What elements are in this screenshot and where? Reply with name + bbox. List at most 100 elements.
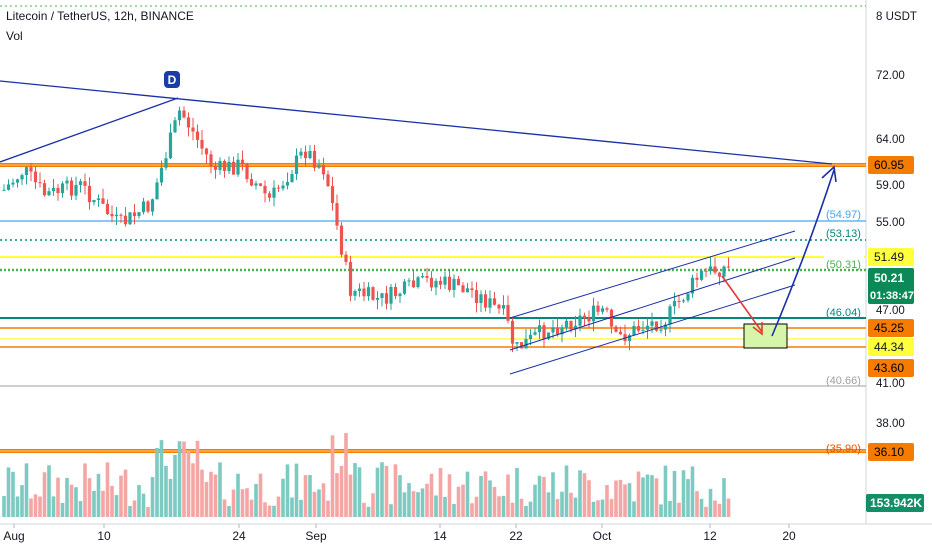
volume-bar: [299, 499, 303, 517]
volume-bar: [654, 478, 659, 517]
price-tick-label: 72.00: [876, 70, 905, 82]
volume-badge[interactable]: [866, 494, 924, 512]
candle-body: [564, 320, 569, 328]
candle-body: [492, 298, 497, 305]
channel-middle[interactable]: [509, 257, 796, 351]
volume-bar: [168, 478, 173, 517]
arrow-down-head: [752, 322, 763, 336]
volume-bar: [276, 496, 281, 517]
candle-body: [677, 300, 681, 302]
level-badge[interactable]: [868, 359, 914, 377]
volume-bar: [285, 464, 290, 517]
level-badge[interactable]: [868, 248, 914, 266]
candle-body: [375, 297, 380, 300]
time-tick-label: 10: [97, 529, 111, 543]
volume-bar: [240, 489, 245, 517]
volume-bar: [128, 506, 132, 517]
candle-body: [362, 288, 366, 297]
candle-body: [407, 280, 411, 282]
volume-bar: [258, 473, 263, 517]
candle-body: [447, 276, 452, 290]
annotation-marker[interactable]: [164, 71, 180, 88]
candle-body: [209, 154, 213, 166]
candle-body: [537, 325, 542, 333]
volume-bar: [231, 489, 236, 517]
candle-body: [456, 278, 461, 286]
volume-bar: [42, 472, 47, 517]
candle-body: [164, 158, 168, 168]
target-zone-box[interactable]: [743, 323, 788, 349]
price-tick-label: 55.00: [876, 217, 905, 229]
trendline-resistance[interactable]: [0, 80, 833, 165]
candle-body: [51, 187, 56, 192]
candle-body: [227, 161, 231, 171]
candle-body: [384, 293, 389, 304]
candle-body: [258, 183, 263, 186]
level-label: (54.97): [826, 209, 861, 221]
candle-body: [663, 324, 668, 330]
volume-bar: [465, 471, 470, 517]
candle-body: [303, 151, 308, 159]
candle-body: [20, 175, 24, 180]
level-badge[interactable]: [868, 156, 914, 174]
volume-bar: [150, 477, 155, 517]
candle-body: [24, 167, 29, 176]
volume-bar: [573, 497, 578, 517]
volume-bar: [681, 470, 686, 517]
volume-bar: [470, 503, 474, 517]
volume-bar: [708, 488, 713, 517]
candle-body: [411, 280, 416, 288]
candle-body: [443, 276, 447, 285]
level-label: (50.31): [826, 259, 861, 271]
volume-bar: [407, 483, 411, 517]
candle-body: [213, 165, 218, 170]
volume-bar: [699, 498, 704, 517]
volume-bar: [119, 475, 123, 517]
channel-upper[interactable]: [509, 230, 796, 319]
candle-body: [177, 110, 182, 121]
last-price-badge[interactable]: [868, 268, 914, 304]
candle-body: [717, 272, 722, 277]
volume-bar: [218, 462, 222, 517]
volume-bar: [600, 499, 605, 517]
candle-body: [380, 293, 384, 298]
candle-body: [470, 288, 474, 291]
candle-body: [488, 298, 492, 308]
candle-body: [146, 201, 150, 212]
candle-body: [267, 193, 272, 198]
candle-body: [47, 191, 51, 196]
candle-body: [137, 212, 141, 217]
volume-bar: [357, 467, 362, 517]
trendline-rise[interactable]: [0, 97, 179, 163]
volume-bar: [645, 474, 650, 517]
level-badge-label: 45.25: [874, 321, 904, 335]
time-tick-label: 12: [703, 529, 717, 543]
candle-body: [236, 159, 240, 175]
channel-lower[interactable]: [509, 284, 796, 375]
level-badge[interactable]: [868, 338, 914, 356]
candle-body: [636, 325, 641, 331]
volume-bar: [173, 454, 177, 517]
level-badge[interactable]: [868, 443, 914, 461]
volume-bar: [2, 496, 6, 517]
level-badge-label: 51.49: [874, 250, 904, 264]
volume-bar: [438, 468, 443, 517]
volume-bar: [582, 473, 587, 517]
level-badge-label: 44.34: [874, 340, 904, 354]
candle-body: [708, 266, 713, 272]
candle-body: [573, 325, 578, 330]
candle-body: [641, 329, 645, 331]
candle-body: [551, 327, 555, 333]
volume-bar: [695, 491, 699, 517]
candle-body: [182, 110, 186, 118]
candle-body: [695, 277, 699, 280]
volume-bar: [249, 499, 254, 517]
level-badge[interactable]: [868, 319, 914, 337]
candle-body: [578, 315, 582, 326]
volume-bar: [510, 502, 515, 517]
candle-body: [672, 300, 677, 307]
volume-bar: [6, 467, 11, 517]
candle-body: [42, 183, 47, 196]
